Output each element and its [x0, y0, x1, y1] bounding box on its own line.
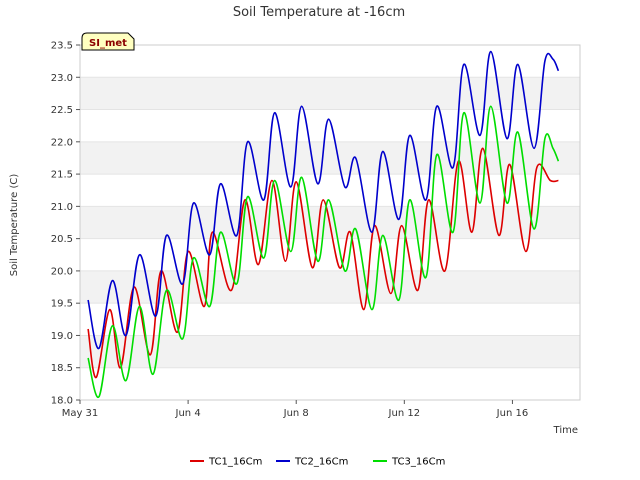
grid-band [80, 238, 580, 271]
y-axis-label: Soil Temperature (C) [9, 174, 20, 277]
x-tick-label: Jun 4 [175, 408, 201, 419]
site-badge: SI_met [81, 32, 135, 51]
y-tick-label: 22.5 [51, 105, 73, 116]
x-tick-label: Jun 12 [388, 408, 421, 419]
series-lines [87, 50, 560, 398]
badge-label: SI_met [89, 38, 127, 49]
chart-title: Soil Temperature at -16cm [233, 5, 405, 20]
x-tick-label: Jun 8 [283, 408, 309, 419]
y-tick-label: 23.0 [51, 73, 73, 84]
y-tick-label: 21.0 [51, 202, 73, 213]
grid-band [80, 109, 580, 142]
grid-band [80, 45, 580, 78]
badge-background [81, 32, 135, 51]
x-axis-label: Time [553, 425, 578, 436]
grid-band [80, 77, 580, 110]
y-tick-label: 19.0 [51, 331, 73, 342]
y-tick-label: 22.0 [51, 137, 73, 148]
y-tick-label: 20.0 [51, 266, 73, 277]
y-tick-label: 23.5 [51, 41, 73, 52]
y-axis: 18.0 18.5 19.0 19.5 20.0 20.5 21.0 21.5 22.0 22.5… [51, 41, 80, 407]
x-tick-label: Jun 16 [496, 408, 529, 419]
legend: TC1_16Cm TC2_16Cm TC3_16Cm [190, 457, 445, 468]
y-tick-label: 21.5 [51, 170, 73, 181]
legend-label: TC3_16Cm [391, 457, 445, 468]
grid-band [80, 141, 580, 175]
x-tick-label: May 31 [62, 408, 99, 419]
x-axis: May 31 Jun 4 Jun 8 Jun 12 Jun 16 [62, 400, 528, 419]
grid-band [80, 367, 580, 400]
grid-band [80, 270, 580, 304]
y-tick-label: 19.5 [51, 299, 73, 310]
series-line-tc3_16cm [87, 105, 560, 398]
plot-frame [79, 44, 581, 401]
legend-label: TC2_16Cm [294, 457, 348, 468]
y-tick-label: 18.0 [51, 396, 73, 407]
y-tick-label: 18.5 [51, 363, 73, 374]
legend-label: TC1_16Cm [208, 457, 262, 468]
y-tick-label: 20.5 [51, 234, 73, 245]
series-line-tc2_16cm [87, 50, 560, 350]
grid-band [80, 335, 580, 368]
